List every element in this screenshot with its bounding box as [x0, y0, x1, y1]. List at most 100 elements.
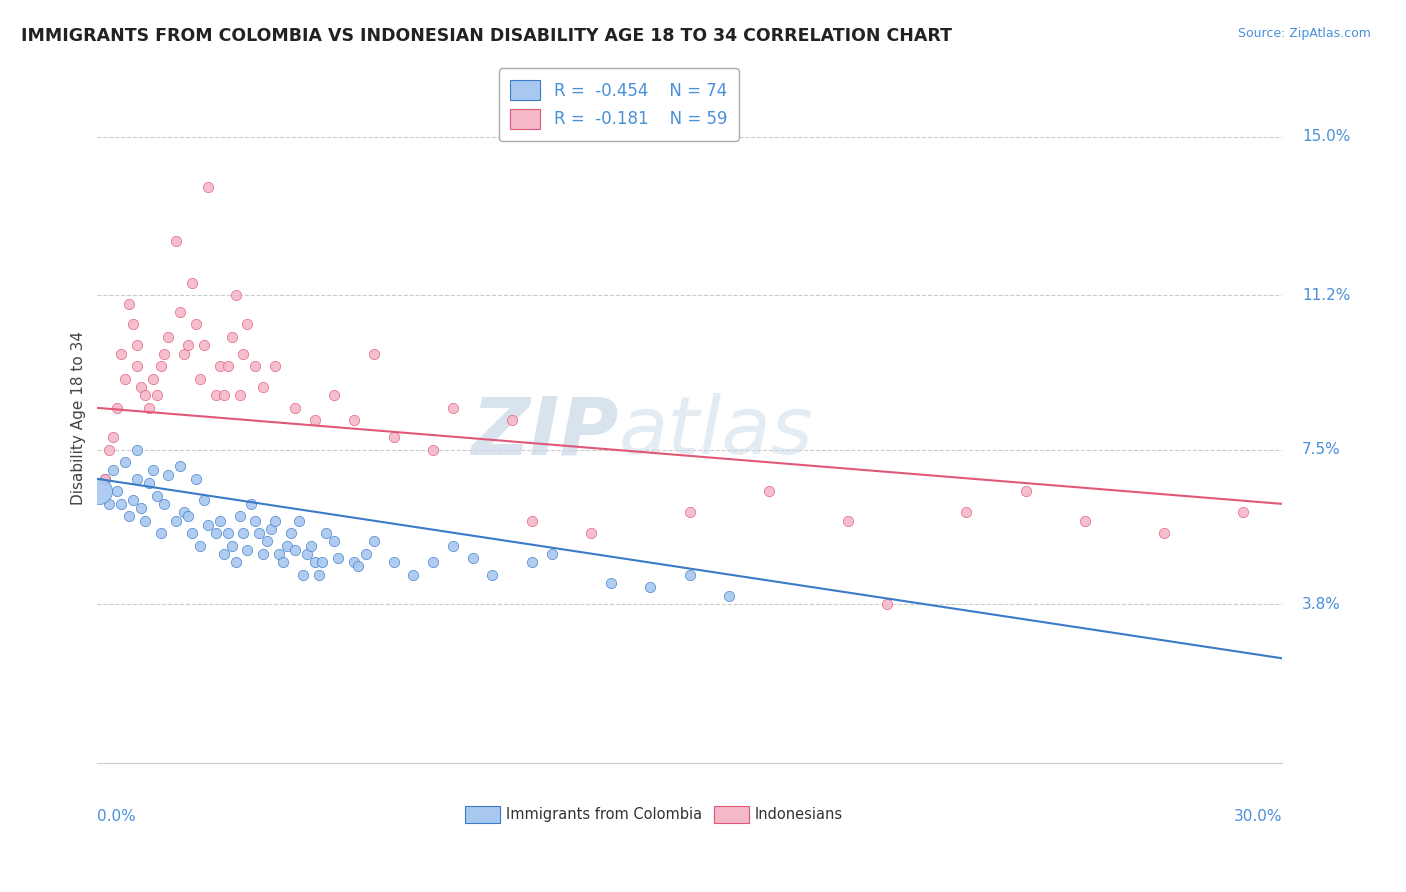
Point	[481, 567, 503, 582]
Point	[236, 318, 259, 332]
Point	[197, 179, 219, 194]
Point	[501, 413, 523, 427]
Point	[291, 567, 314, 582]
Point	[718, 589, 741, 603]
Point	[256, 534, 278, 549]
Text: 3.8%: 3.8%	[1302, 597, 1341, 612]
Point	[267, 547, 290, 561]
Point	[225, 555, 247, 569]
Point	[197, 517, 219, 532]
Point	[138, 475, 160, 490]
Point	[599, 576, 621, 591]
Text: Indonesians: Indonesians	[755, 807, 844, 822]
Point	[142, 371, 165, 385]
FancyBboxPatch shape	[464, 805, 501, 823]
Point	[1153, 526, 1175, 541]
Point	[125, 472, 148, 486]
Point	[165, 514, 187, 528]
Legend: R =  -0.454    N = 74, R =  -0.181    N = 59: R = -0.454 N = 74, R = -0.181 N = 59	[499, 69, 738, 141]
Text: 7.5%: 7.5%	[1302, 442, 1341, 457]
Text: Immigrants from Colombia: Immigrants from Colombia	[506, 807, 702, 822]
Point	[280, 526, 302, 541]
Point	[177, 509, 200, 524]
Point	[228, 388, 250, 402]
Point	[288, 514, 311, 528]
Point	[181, 276, 204, 290]
Point	[193, 338, 215, 352]
Point	[142, 463, 165, 477]
Point	[308, 567, 330, 582]
Point	[177, 338, 200, 352]
Text: Source: ZipAtlas.com: Source: ZipAtlas.com	[1237, 27, 1371, 40]
Point	[304, 413, 326, 427]
Point	[101, 430, 124, 444]
Point	[225, 288, 247, 302]
Point	[122, 318, 145, 332]
Point	[260, 522, 283, 536]
Point	[304, 555, 326, 569]
Point	[955, 505, 977, 519]
Point	[1232, 505, 1254, 519]
Point	[165, 234, 187, 248]
Point	[837, 514, 859, 528]
Point	[105, 484, 128, 499]
Point	[271, 555, 294, 569]
Point	[679, 505, 702, 519]
Point	[382, 555, 405, 569]
Point	[125, 442, 148, 457]
Point	[876, 597, 898, 611]
Point	[402, 567, 425, 582]
Point	[240, 497, 263, 511]
Point	[363, 534, 385, 549]
Point	[173, 346, 195, 360]
Point	[264, 514, 287, 528]
Point	[221, 539, 243, 553]
Point	[422, 555, 444, 569]
Point	[212, 547, 235, 561]
Point	[193, 492, 215, 507]
Point	[232, 346, 254, 360]
Text: IMMIGRANTS FROM COLOMBIA VS INDONESIAN DISABILITY AGE 18 TO 34 CORRELATION CHART: IMMIGRANTS FROM COLOMBIA VS INDONESIAN D…	[21, 27, 952, 45]
Point	[328, 551, 350, 566]
Point	[758, 484, 780, 499]
Point	[245, 359, 267, 373]
Point	[228, 509, 250, 524]
Text: 15.0%: 15.0%	[1302, 129, 1350, 144]
Point	[1014, 484, 1036, 499]
Point	[125, 359, 148, 373]
Point	[252, 380, 274, 394]
Text: ZIP: ZIP	[471, 393, 619, 471]
Point	[184, 472, 207, 486]
Point	[101, 463, 124, 477]
Point	[173, 505, 195, 519]
Point	[98, 442, 121, 457]
Text: 0.0%: 0.0%	[97, 809, 136, 823]
Point	[129, 501, 152, 516]
Point	[247, 526, 270, 541]
Text: 30.0%: 30.0%	[1234, 809, 1282, 823]
Point	[169, 459, 191, 474]
Point	[343, 413, 366, 427]
Point	[212, 388, 235, 402]
Point	[579, 526, 602, 541]
Point	[110, 497, 132, 511]
Point	[105, 401, 128, 415]
Point	[323, 534, 346, 549]
Point	[323, 388, 346, 402]
Point	[122, 492, 145, 507]
Point	[422, 442, 444, 457]
Point	[98, 497, 121, 511]
Point	[184, 318, 207, 332]
Point	[114, 455, 136, 469]
Point	[153, 497, 176, 511]
Point	[236, 542, 259, 557]
Point	[284, 542, 307, 557]
Point	[188, 539, 211, 553]
Point	[299, 539, 322, 553]
Point	[145, 489, 167, 503]
Point	[217, 359, 239, 373]
Point	[343, 555, 366, 569]
Point	[520, 555, 543, 569]
Point	[110, 346, 132, 360]
Point	[208, 514, 231, 528]
